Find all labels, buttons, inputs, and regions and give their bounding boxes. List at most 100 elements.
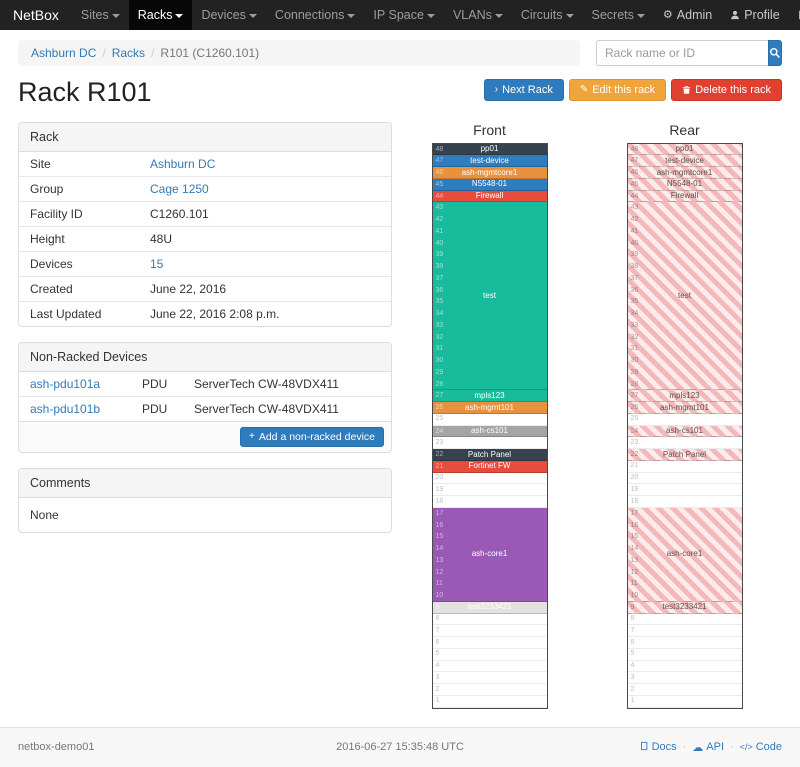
- nav-item-label: Admin: [676, 8, 713, 22]
- nav-item-connections[interactable]: Connections: [266, 0, 365, 30]
- navbar-right: ⚙Admin Profile Log out: [654, 0, 800, 30]
- device-block[interactable]: 24 ash-cs101: [627, 425, 742, 438]
- device-block[interactable]: 48 pp01: [432, 143, 547, 156]
- rack-unit-row: 1: [627, 696, 742, 708]
- edit-rack-button[interactable]: ✎ Edit this rack: [568, 79, 667, 101]
- add-nonracked-device-label: Add a non-racked device: [258, 430, 375, 443]
- device-block[interactable]: 9 test3233421: [432, 601, 547, 614]
- device-label: Fortinet FW: [468, 462, 511, 471]
- device-label: Firewall: [475, 192, 504, 201]
- rack-unit-row: 25: [432, 414, 547, 426]
- nonracked-device-row: ash-pdu101a PDU ServerTech CW-48VDX411: [19, 372, 391, 397]
- device-block[interactable]: 45 N5548-01: [627, 178, 742, 191]
- unit-number: 46: [435, 169, 444, 177]
- delete-rack-button[interactable]: Delete this rack: [671, 79, 782, 101]
- unit-number: 7: [630, 626, 635, 634]
- attribute-value-link[interactable]: Ashburn DC: [150, 156, 216, 171]
- device-name-link[interactable]: ash-pdu101a: [30, 376, 101, 391]
- attribute-value: 48U: [139, 225, 391, 252]
- nav-item-profile[interactable]: Profile: [721, 0, 788, 30]
- device-block[interactable]: 48 pp01: [627, 143, 742, 156]
- search-input[interactable]: [596, 40, 768, 66]
- device-block[interactable]: 9 test3233421: [627, 601, 742, 614]
- nav-item-racks[interactable]: Racks: [128, 0, 193, 30]
- unit-number: 4: [435, 662, 440, 670]
- rack-unit-row: 18: [627, 496, 742, 508]
- device-block[interactable]: 44 Firewall: [432, 190, 547, 203]
- navbar-brand[interactable]: NetBox: [13, 7, 59, 23]
- device-block[interactable]: 26 ash-mgmt101: [432, 402, 547, 414]
- next-rack-button[interactable]: › Next Rack: [483, 79, 564, 101]
- attribute-value: Ashburn DC: [139, 152, 391, 177]
- attribute-value-link[interactable]: 15: [150, 256, 164, 271]
- rear-rack-title: Rear: [669, 121, 700, 138]
- footer-link-api[interactable]: ☁ API: [692, 741, 724, 754]
- device-label: N5548-01: [471, 180, 508, 189]
- device-label: test-device: [470, 156, 509, 165]
- device-label: ash-mgmtcore1: [656, 168, 713, 177]
- nav-item-label: Profile: [744, 8, 780, 22]
- unit-number: 15: [630, 533, 639, 541]
- nav-item-secrets[interactable]: Secrets: [583, 0, 654, 30]
- unit-number: 2: [435, 685, 440, 693]
- device-block[interactable]: 44 Firewall: [627, 190, 742, 203]
- page-title: Rack R101: [18, 77, 152, 107]
- rack-unit-row: 20: [432, 473, 547, 485]
- unit-number: 11: [435, 580, 443, 588]
- unit-number: 42: [435, 216, 444, 224]
- device-block[interactable]: 47 test-device: [627, 155, 742, 168]
- device-block[interactable]: 21 Fortinet FW: [432, 460, 547, 473]
- unit-number: 39: [435, 251, 444, 259]
- nav-item-ip-space[interactable]: IP Space: [364, 0, 444, 30]
- device-block[interactable]: 22 Patch Panel: [432, 449, 547, 461]
- nav-item-circuits[interactable]: Circuits: [512, 0, 583, 30]
- device-block[interactable]: 17 16 15 14 13 12 11 10 ash-core1: [432, 507, 547, 602]
- search-button[interactable]: [768, 40, 782, 66]
- device-block[interactable]: 46 ash-mgmtcore1: [432, 167, 547, 179]
- device-block[interactable]: 17 16 15 14 13 12 11 10 ash-core1: [627, 507, 742, 602]
- breadcrumb-item[interactable]: Ashburn DC: [31, 46, 97, 60]
- device-block[interactable]: 45 N5548-01: [432, 178, 547, 191]
- unit-number: 40: [630, 239, 639, 247]
- device-label: mpls123: [474, 391, 505, 400]
- attribute-value-link[interactable]: Cage 1250: [150, 181, 209, 196]
- device-label: test: [483, 291, 496, 300]
- nav-item-vlans[interactable]: VLANs: [444, 0, 512, 30]
- rack-unit-row: 5: [627, 649, 742, 661]
- device-block[interactable]: 43 42 41 40 39 38 37 36 35 34 33 32 31 30 29 28 test: [432, 202, 547, 391]
- unit-number: 30: [435, 357, 444, 365]
- device-label: test: [678, 291, 691, 300]
- device-name-link[interactable]: ash-pdu101b: [30, 401, 101, 416]
- footer-link-code[interactable]: </> Code: [740, 741, 782, 753]
- navbar: NetBox Sites Racks Devices Connections IP Sp…: [0, 0, 800, 30]
- rack-unit-row: 19: [627, 484, 742, 497]
- breadcrumb-item[interactable]: Racks: [111, 46, 146, 60]
- add-nonracked-device-button[interactable]: + Add a non-racked device: [240, 426, 384, 447]
- nav-item-admin[interactable]: ⚙ Admin: [654, 0, 721, 30]
- device-block[interactable]: 24 ash-cs101: [432, 425, 547, 438]
- device-label: Patch Panel: [662, 450, 707, 459]
- footer-link-separator: ·: [730, 741, 734, 754]
- unit-number: 33: [630, 321, 639, 329]
- rack-unit-row: 8: [432, 614, 547, 626]
- nonracked-device-row: ash-pdu101b PDU ServerTech CW-48VDX411: [19, 395, 391, 421]
- rack-unit-row: 1: [432, 696, 547, 708]
- device-block[interactable]: 27 mpls123: [627, 390, 742, 403]
- nav-item-devices[interactable]: Devices: [192, 0, 265, 30]
- footer-link-docs[interactable]: Docs: [639, 741, 677, 754]
- unit-number: 47: [435, 157, 444, 165]
- caret-down-icon: [494, 13, 503, 18]
- device-block[interactable]: 27 mpls123: [432, 390, 547, 403]
- pencil-icon: ✎: [579, 84, 589, 95]
- device-block[interactable]: 43 42 41 40 39 38 37 36 35 34 33 32 31 30 29 28 test: [627, 202, 742, 391]
- unit-number: 39: [630, 251, 639, 259]
- nonracked-devices-table: ash-pdu101a PDU ServerTech CW-48VDX411 ash-…: [19, 372, 391, 421]
- nav-item-log-out[interactable]: Log out: [789, 0, 800, 30]
- device-block[interactable]: 26 ash-mgmt101: [627, 402, 742, 414]
- device-block[interactable]: 22 Patch Panel: [627, 449, 742, 461]
- footer-link-label: Code: [755, 741, 783, 754]
- device-block[interactable]: 47 test-device: [432, 155, 547, 168]
- device-block[interactable]: 46 ash-mgmtcore1: [627, 167, 742, 179]
- nav-item-sites[interactable]: Sites: [72, 0, 129, 30]
- attribute-label: Height: [19, 225, 139, 252]
